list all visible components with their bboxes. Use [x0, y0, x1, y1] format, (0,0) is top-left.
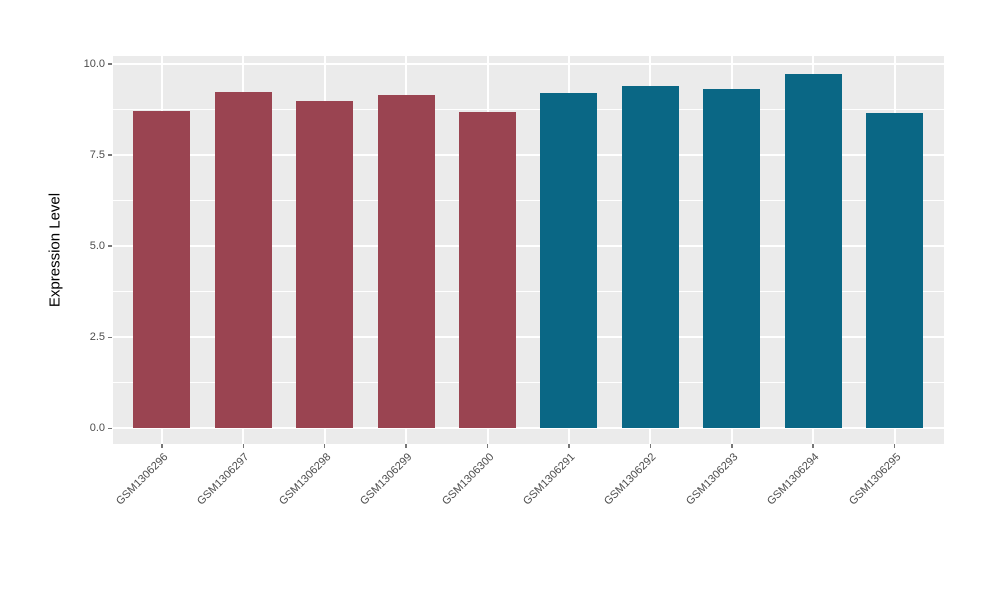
x-tick-label: GSM1306292: [602, 451, 659, 508]
x-axis-tick: [568, 444, 570, 448]
bar-gsm1306295: [866, 113, 924, 429]
bar-gsm1306294: [784, 73, 842, 429]
minor-gridline: [113, 291, 944, 293]
major-gridline: [113, 154, 944, 157]
bar-gsm1306297: [214, 92, 272, 429]
plot-panel: [113, 56, 944, 444]
y-axis-tick: [108, 427, 112, 430]
bar-gsm1306298: [296, 100, 354, 429]
bar-gsm1306299: [377, 94, 435, 429]
bar-gsm1306293: [703, 89, 761, 429]
x-tick-label: GSM1306300: [439, 451, 497, 508]
x-axis-tick: [161, 444, 163, 448]
x-axis-tick: [486, 444, 489, 448]
bar-chart-figure: Expression Level 0.0 2.5 5.0 7.5 10.0 GSM1306…: [47, 56, 944, 507]
x-axis-tick: [812, 444, 814, 448]
x-axis-tick: [323, 444, 326, 448]
minor-gridline: [113, 108, 944, 110]
x-tick-label: GSM1306295: [846, 451, 904, 508]
y-axis-tick: [108, 63, 112, 65]
x-axis-tick: [649, 444, 652, 448]
bar-gsm1306300: [459, 112, 517, 429]
bar-gsm1306291: [540, 92, 598, 429]
x-tick-label: GSM1306298: [276, 451, 334, 508]
major-gridline: [113, 427, 944, 430]
minor-gridline: [113, 200, 944, 202]
x-axis-tick: [731, 444, 733, 448]
x-tick-label: GSM1306293: [683, 451, 741, 508]
major-gridline: [113, 336, 944, 339]
y-tick-label: 10.0: [83, 57, 105, 70]
x-tick-label: GSM1306291: [520, 451, 578, 508]
y-axis-tick: [108, 336, 112, 339]
x-tick-label: GSM1306296: [113, 451, 171, 508]
x-axis-tick: [893, 444, 896, 448]
y-axis-tick: [108, 245, 112, 247]
x-axis-tick: [405, 444, 407, 448]
x-axis-tick: [242, 444, 245, 448]
y-tick-label: 7.5: [89, 149, 105, 162]
major-gridline: [113, 62, 944, 65]
y-tick-label: 0.0: [89, 422, 105, 435]
x-tick-label: GSM1306294: [765, 451, 822, 508]
bar-gsm1306292: [621, 86, 679, 429]
y-tick-label: 5.0: [89, 240, 105, 253]
y-tick-label: 2.5: [89, 331, 105, 344]
bar-gsm1306296: [133, 111, 191, 429]
x-tick-label: GSM1306297: [195, 451, 252, 508]
x-tick-label: GSM1306299: [358, 451, 415, 508]
minor-gridline: [113, 382, 944, 384]
major-gridline: [113, 245, 944, 248]
y-axis-tick: [108, 154, 112, 156]
